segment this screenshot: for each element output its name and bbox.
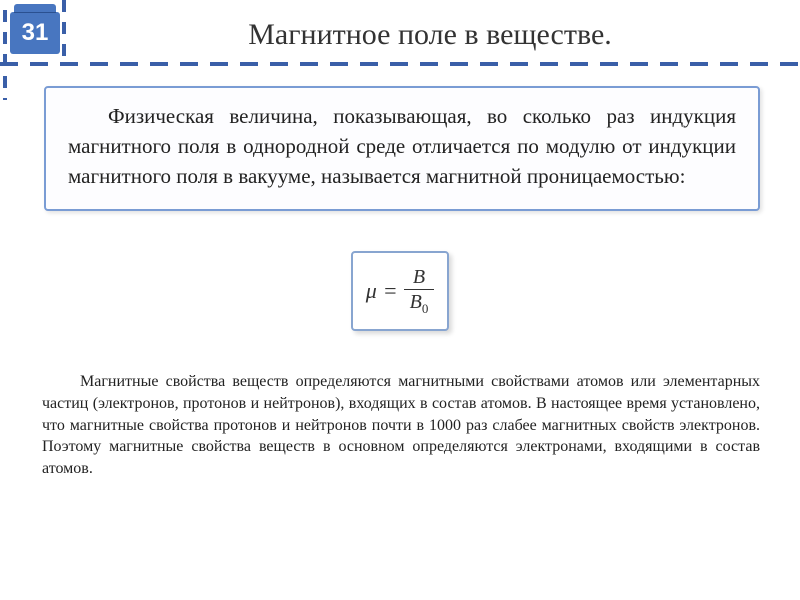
formula-fraction: B B0 [404, 266, 435, 316]
body-paragraph: Магнитные свойства веществ определяются … [42, 371, 760, 479]
body-text: Магнитные свойства веществ определяются … [42, 373, 760, 476]
definition-text: Физическая величина, показывающая, во ск… [68, 104, 736, 188]
formula: μ = B B0 [366, 266, 435, 316]
formula-lhs: μ [366, 278, 377, 304]
definition-box: Физическая величина, показывающая, во ск… [44, 86, 760, 211]
dashed-vertical-1 [62, 0, 66, 62]
page-title: Магнитное поле в веществе. [60, 0, 800, 52]
formula-eq: = [383, 278, 398, 304]
formula-denominator: B0 [404, 289, 435, 316]
formula-box: μ = B B0 [351, 251, 449, 331]
dashed-horizontal [0, 62, 800, 66]
formula-numerator: B [407, 266, 431, 289]
header: 31 Магнитное поле в веществе. [0, 0, 800, 70]
dashed-vertical-2 [3, 10, 7, 100]
slide-number-badge: 31 [10, 12, 60, 54]
